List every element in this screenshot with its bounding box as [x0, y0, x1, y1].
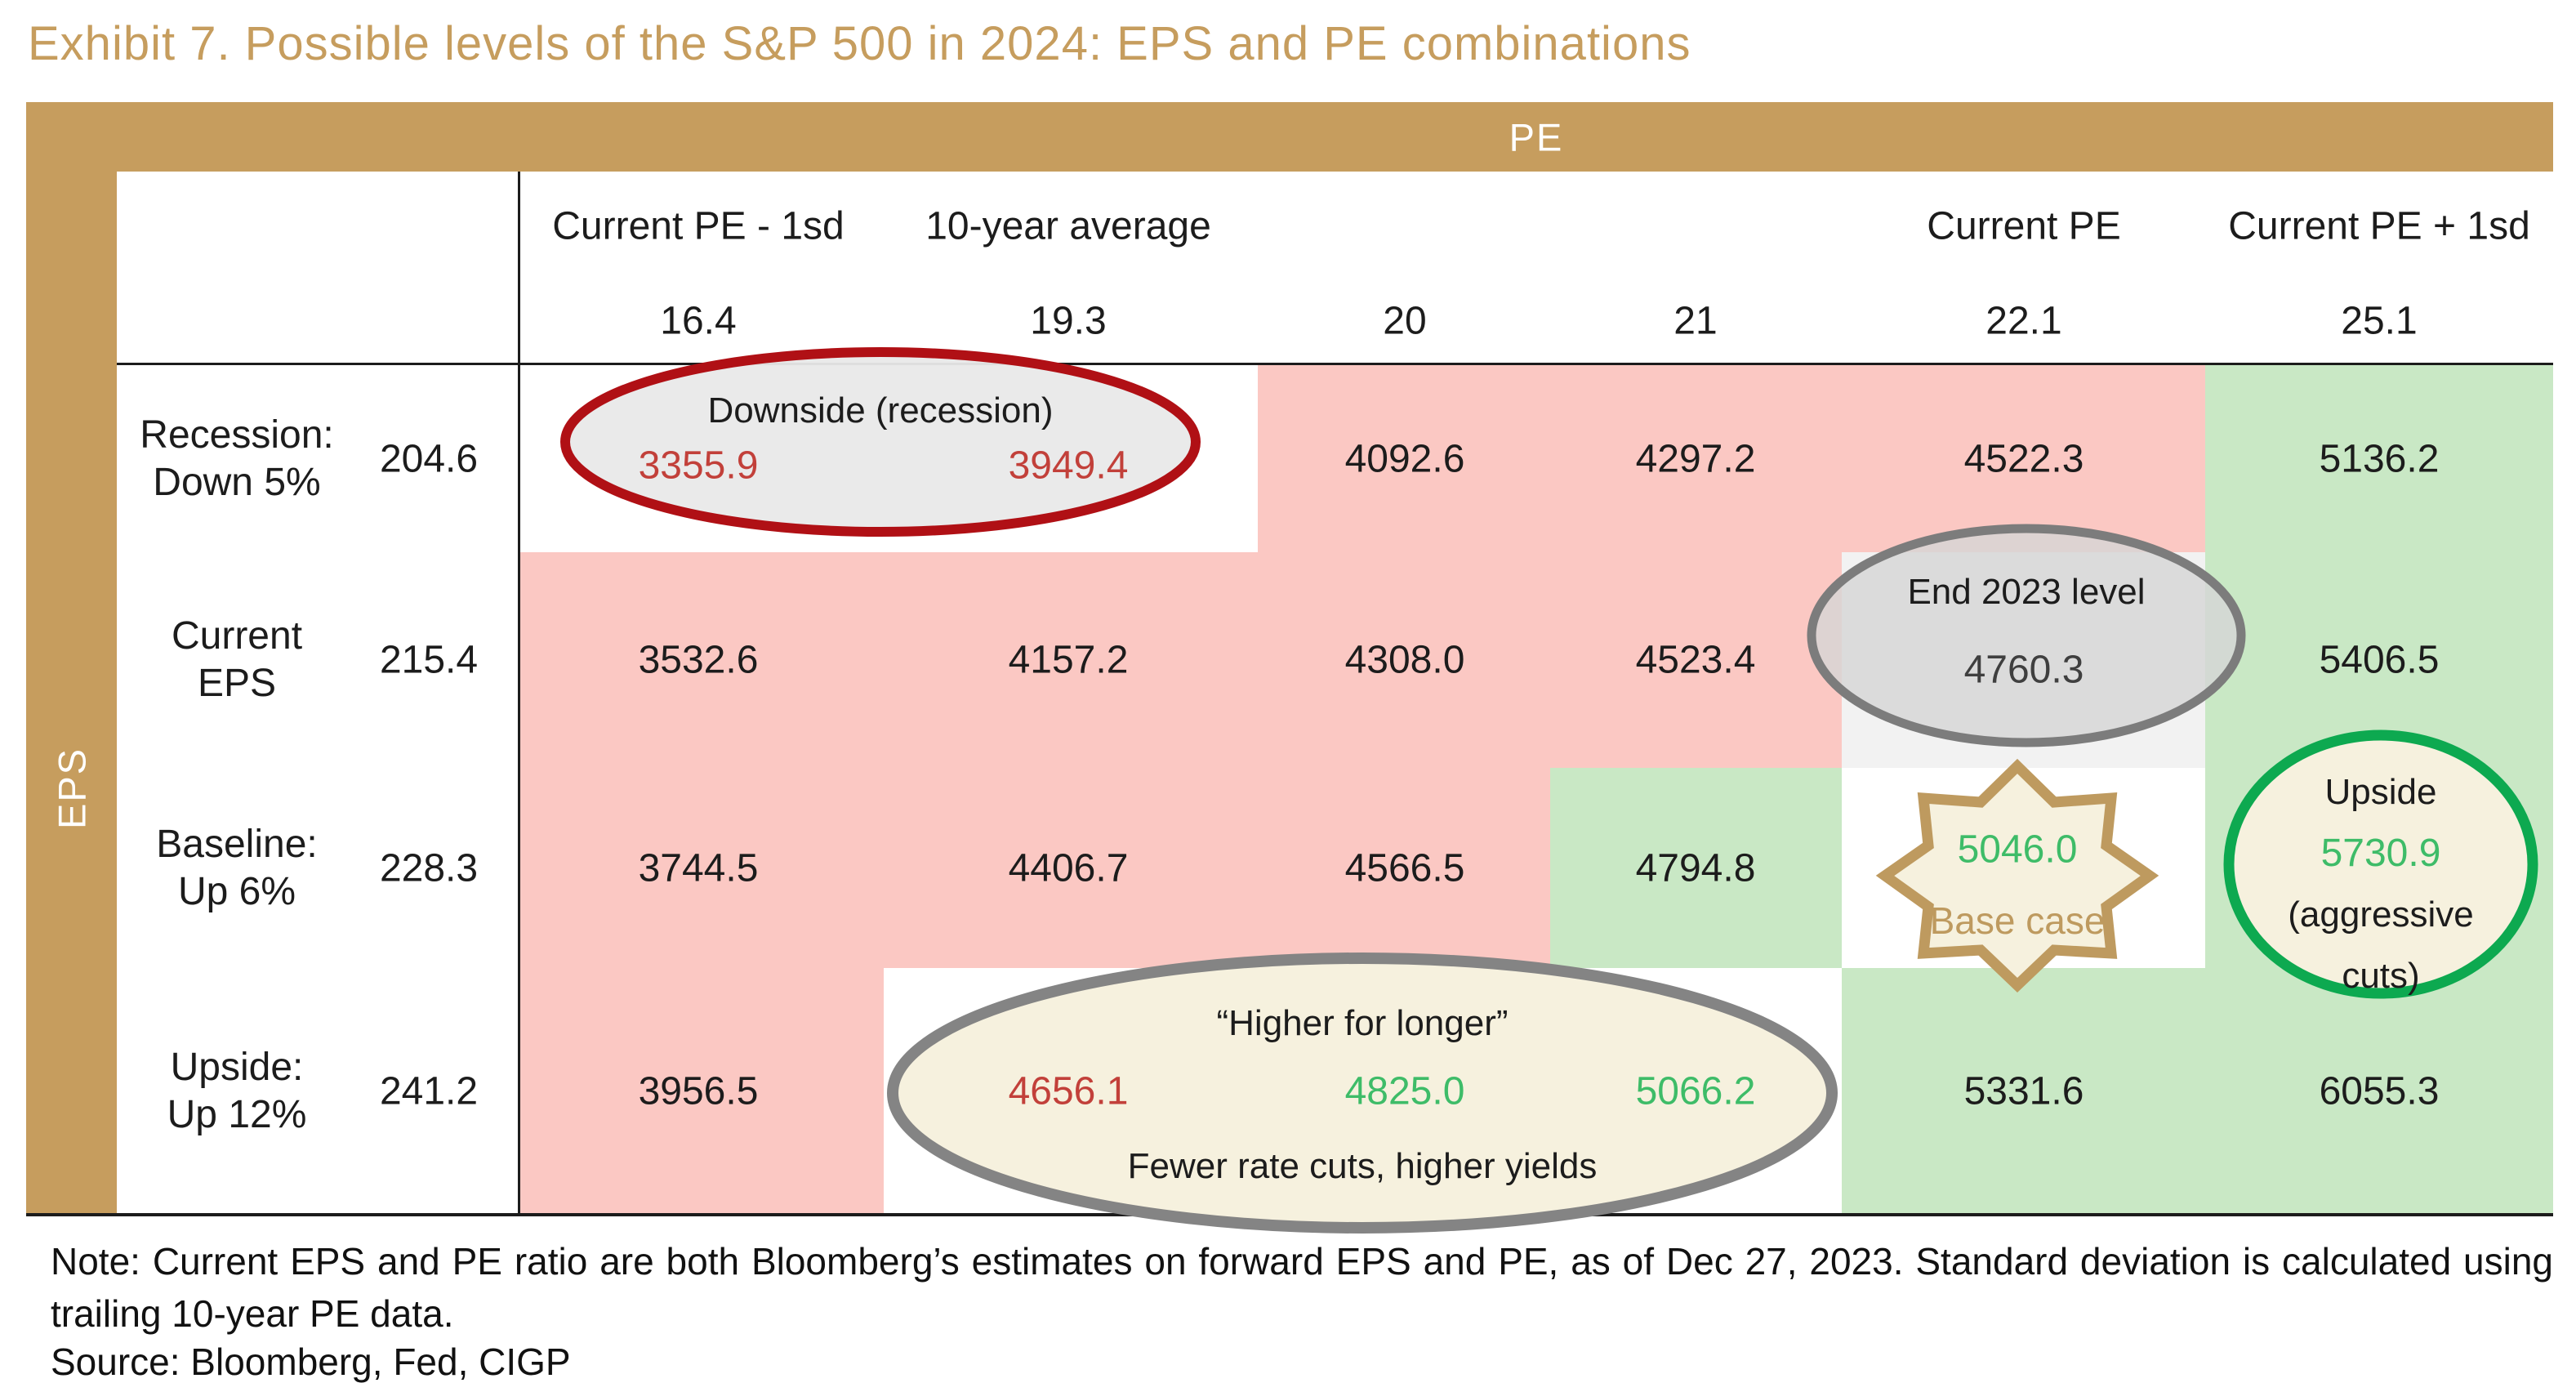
cell-value-r0-c0: 3355.9 [638, 444, 759, 487]
base-case-value: 5046.0 [1957, 828, 2078, 872]
upside-callout-value: 5730.9 [2320, 832, 2441, 875]
eps-value-2: 228.3 [379, 846, 479, 890]
cell-bg-r1-c0 [519, 552, 884, 768]
eps-scenario-label-0: Recession: Down 5% [140, 412, 333, 506]
note-text: Note: Current EPS and PE ratio are both … [51, 1240, 2553, 1335]
upside-callout-subtitle-1: (aggressive [2288, 894, 2474, 935]
eps-axis-band [26, 102, 117, 1216]
cell-value-r1-c5: 5406.5 [2319, 638, 2440, 682]
pe-tick-1: 19.3 [1030, 299, 1107, 343]
cell-bg-r2-c0 [519, 768, 884, 968]
upside-callout-title: Upside [2324, 772, 2437, 812]
bottom-rule [26, 1213, 2553, 1216]
pe-tick-3: 21 [1674, 299, 1718, 343]
cell-bg-r3-c5 [2205, 968, 2553, 1214]
eps-axis-label: EPS [50, 747, 94, 830]
eps-value-0: 204.6 [379, 437, 479, 480]
eps-scenario-label-1: Current EPS [172, 613, 302, 707]
upside-callout-subtitle-2: cuts) [2342, 956, 2420, 996]
pe-column-header-4: Current PE [1927, 204, 2121, 248]
cell-bg-r3-c0 [519, 968, 884, 1214]
eps-scenario-label-2-line1: Baseline: [156, 822, 318, 866]
cell-value-r1-c1: 4157.2 [1008, 638, 1129, 682]
cell-value-r1-c4: 4760.3 [1963, 648, 2084, 692]
cell-value-r3-c4: 5331.6 [1963, 1069, 2084, 1113]
cell-bg-r1-c2 [1258, 552, 1550, 768]
pe-tick-4: 22.1 [1985, 299, 2062, 343]
pe-axis-label: PE [1509, 115, 1564, 159]
cell-value-r3-c3: 5066.2 [1635, 1069, 1756, 1113]
higher-for-longer-subtitle: Fewer rate cuts, higher yields [1127, 1146, 1598, 1186]
higher-for-longer-title: “Higher for longer” [1216, 1003, 1509, 1043]
upside-callout: Upside 5730.9 (aggressive cuts) [2288, 761, 2473, 1006]
cell-value-r0-c4: 4522.3 [1963, 437, 2084, 480]
cell-value-r1-c3: 4523.4 [1635, 638, 1756, 682]
cell-value-r0-c3: 4297.2 [1635, 437, 1756, 480]
cell-value-r0-c5: 5136.2 [2319, 437, 2440, 480]
cell-value-r1-c2: 4308.0 [1344, 638, 1465, 682]
cell-value-r0-c1: 3949.4 [1008, 444, 1129, 487]
eps-scenario-label-2: Baseline: Up 6% [156, 821, 317, 916]
pe-column-header-1: 10-year average [925, 204, 1211, 248]
cell-value-r1-c0: 3532.6 [638, 638, 759, 682]
cell-bg-r1-c3 [1550, 552, 1842, 768]
pe-tick-2: 20 [1383, 299, 1427, 343]
cell-value-r3-c0: 3956.5 [638, 1069, 759, 1113]
cell-value-r2-c1: 4406.7 [1008, 846, 1129, 890]
cell-bg-r1-c1 [884, 552, 1258, 768]
eps-scenario-label-1-line2: EPS [197, 662, 277, 705]
header-rule [117, 363, 2553, 365]
eps-value-3: 241.2 [379, 1069, 479, 1113]
cell-bg-r0-c4 [1842, 365, 2205, 552]
row-label-divider [518, 172, 520, 1216]
cell-value-r3-c5: 6055.3 [2319, 1069, 2440, 1113]
cell-bg-r2-c2 [1258, 768, 1550, 968]
end-2023-callout-label: End 2023 level [1907, 572, 2146, 612]
eps-scenario-label-0-line1: Recession: [140, 413, 334, 457]
pe-axis-band [26, 102, 2553, 172]
base-case-star [1875, 758, 2159, 993]
cell-bg-r0-c3 [1550, 365, 1842, 552]
cell-bg-r2-c1 [884, 768, 1258, 968]
eps-scenario-label-3-line2: Up 12% [167, 1092, 307, 1136]
cell-bg-r2-c3 [1550, 768, 1842, 968]
eps-scenario-label-3-line1: Upside: [170, 1045, 304, 1089]
cell-value-r2-c2: 4566.5 [1344, 846, 1465, 890]
cell-value-r0-c2: 4092.6 [1344, 437, 1465, 480]
eps-scenario-label-0-line2: Down 5% [153, 460, 321, 504]
downside-callout-label: Downside (recession) [707, 390, 1054, 431]
eps-scenario-label-1-line1: Current [171, 614, 303, 658]
pe-tick-5: 25.1 [2341, 299, 2418, 343]
cell-bg-r0-c2 [1258, 365, 1550, 552]
cell-value-r2-c0: 3744.5 [638, 846, 759, 890]
eps-value-1: 215.4 [379, 638, 479, 682]
page-title: Exhibit 7. Possible levels of the S&P 50… [28, 17, 1691, 70]
source-text: Source: Bloomberg, Fed, CIGP [51, 1341, 571, 1383]
pe-column-header-5: Current PE + 1sd [2228, 204, 2530, 248]
eps-scenario-label-2-line2: Up 6% [177, 869, 296, 913]
base-case-label: Base case [1929, 899, 2106, 942]
pe-column-header-0: Current PE - 1sd [552, 204, 845, 248]
cell-value-r2-c3: 4794.8 [1635, 846, 1756, 890]
downside-ellipse [560, 347, 1201, 537]
cell-value-r3-c2: 4825.0 [1344, 1069, 1465, 1113]
cell-value-r3-c1: 4656.1 [1008, 1069, 1129, 1113]
eps-scenario-label-3: Upside: Up 12% [167, 1044, 307, 1139]
pe-tick-0: 16.4 [660, 299, 737, 343]
cell-bg-r0-c5 [2205, 365, 2553, 552]
cell-bg-r3-c4 [1842, 968, 2205, 1214]
